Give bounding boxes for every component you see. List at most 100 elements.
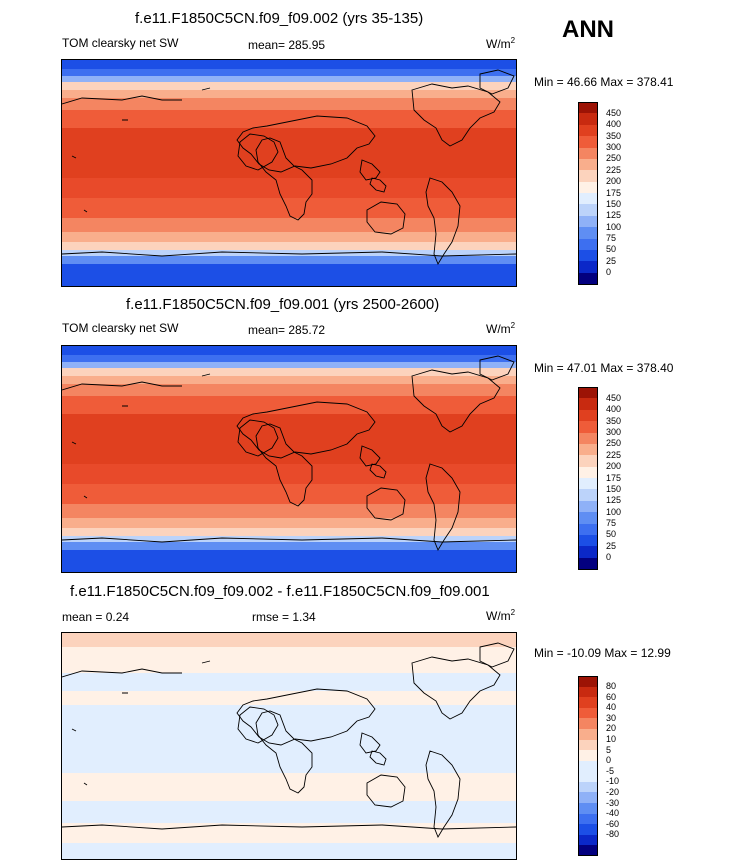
contour-band [62, 178, 516, 199]
colorbar-swatch [578, 813, 598, 825]
colorbar-swatch [578, 546, 598, 559]
colorbar-tick-label: 250 [606, 438, 622, 449]
coastline [369, 177, 387, 193]
colorbar-tick-label: 175 [606, 472, 622, 483]
colorbar-swatch [578, 500, 598, 513]
colorbar-swatch [578, 181, 598, 194]
coastline [369, 750, 387, 766]
panel-2-map [61, 345, 517, 573]
colorbar-tick-label: 300 [606, 142, 622, 152]
coastline [237, 419, 279, 457]
coastline [411, 83, 501, 147]
coastline [366, 487, 406, 521]
contour-band [62, 691, 516, 706]
colorbar-swatch [578, 158, 598, 171]
colorbar-tick-label: 40 [606, 702, 617, 713]
colorbar-tick-label: 400 [606, 404, 622, 415]
contour-band [62, 218, 516, 233]
panel-1-colorbar: 450 400 350 300 250 225 200 175 150 125 100 75 50 25 0 [578, 102, 638, 285]
colorbar-swatch [578, 238, 598, 251]
coastline [237, 706, 279, 744]
colorbar-swatch [578, 113, 598, 126]
colorbar-swatch [578, 845, 598, 857]
colorbar-tick-label: 20 [606, 723, 617, 734]
panel-1-map [61, 59, 517, 287]
coastline [62, 95, 182, 105]
colorbar-swatch [578, 215, 598, 228]
colorbar-tick-label: -60 [606, 818, 620, 829]
colorbar-tick-label: 100 [606, 221, 622, 232]
colorbar-swatch [578, 398, 598, 411]
colorbar-swatch [578, 261, 598, 274]
coastline [425, 463, 461, 552]
contour-band [62, 264, 516, 286]
colorbar-tick-label: 25 [606, 255, 617, 266]
coastline [411, 369, 501, 433]
panel-2-minmax: Min = 47.01 Max = 378.40 [534, 361, 674, 375]
colorbar-tick-label: -10 [606, 776, 620, 787]
coastline [71, 87, 211, 213]
coastline [62, 251, 516, 257]
panel-3-map [61, 632, 517, 860]
panel-3-units: W/m2 [486, 608, 516, 623]
panel-2-mean: mean= 285.72 [248, 323, 326, 337]
colorbar-tick-label: 450 [606, 392, 622, 403]
coastline [62, 668, 182, 678]
colorbar-tick-label: 150 [606, 483, 622, 494]
colorbar-swatch [578, 466, 598, 479]
colorbar-swatch [578, 534, 598, 547]
contour-band [62, 705, 516, 774]
colorbar-tick-label: 300 [606, 427, 622, 437]
panel-3-mean: mean = 0.24 [62, 610, 130, 624]
colorbar-tick-label: 75 [606, 518, 617, 528]
colorbar-tick-label: 10 [606, 734, 617, 745]
coastline [255, 710, 313, 794]
coastline [425, 750, 461, 839]
colorbar-tick-label: 175 [606, 187, 622, 198]
coastline [411, 656, 501, 720]
contour-band [62, 633, 516, 648]
colorbar-swatch [578, 760, 598, 772]
colorbar-swatch [578, 750, 598, 762]
colorbar-swatch [578, 781, 598, 793]
contour-band [62, 550, 516, 572]
colorbar-swatch [578, 771, 598, 783]
coastline [71, 373, 211, 499]
coastline [366, 201, 406, 235]
colorbar-tick-label: 125 [606, 210, 622, 221]
colorbar-tick-label: 225 [606, 164, 622, 175]
colorbar-swatch [578, 272, 598, 285]
coastline [236, 115, 376, 173]
colorbar-tick-label: 80 [606, 681, 617, 692]
panel-2-colorbar: 450 400 350 300 250 225 200 175 150 125 100 75 50 25 0 [578, 387, 638, 570]
panel-1-minmax: Min = 46.66 Max = 378.41 [534, 75, 674, 89]
colorbar-tick-label: 250 [606, 153, 622, 164]
colorbar-swatch [578, 792, 598, 804]
contour-band [62, 90, 516, 99]
contour-band [62, 464, 516, 485]
colorbar-swatch [578, 409, 598, 422]
colorbar-tick-label: -5 [606, 765, 615, 776]
colorbar-swatch [578, 803, 598, 815]
colorbar-swatch [578, 489, 598, 502]
coastline [359, 159, 381, 181]
coastline [236, 401, 376, 459]
coastline [369, 463, 387, 479]
panel-3-colorbar: 80 60 40 30 20 10 5 0 -5 -10 -20 -30 -40 -60 -80 [578, 676, 638, 857]
colorbar-swatch [578, 124, 598, 137]
colorbar-tick-label: 100 [606, 506, 622, 517]
colorbar-tick-label: 450 [606, 107, 622, 118]
coastline [359, 732, 381, 754]
coastline [236, 688, 376, 746]
coastline [255, 137, 313, 221]
contour-band [62, 232, 516, 243]
contour-band [62, 355, 516, 363]
contour-band [62, 128, 516, 179]
contour-band [62, 362, 516, 369]
contour-band [62, 823, 516, 844]
contour-band [62, 346, 516, 356]
contour-band [62, 384, 516, 397]
colorbar-swatch [578, 707, 598, 719]
colorbar-tick-label: -30 [606, 797, 620, 808]
coastline [62, 824, 516, 830]
